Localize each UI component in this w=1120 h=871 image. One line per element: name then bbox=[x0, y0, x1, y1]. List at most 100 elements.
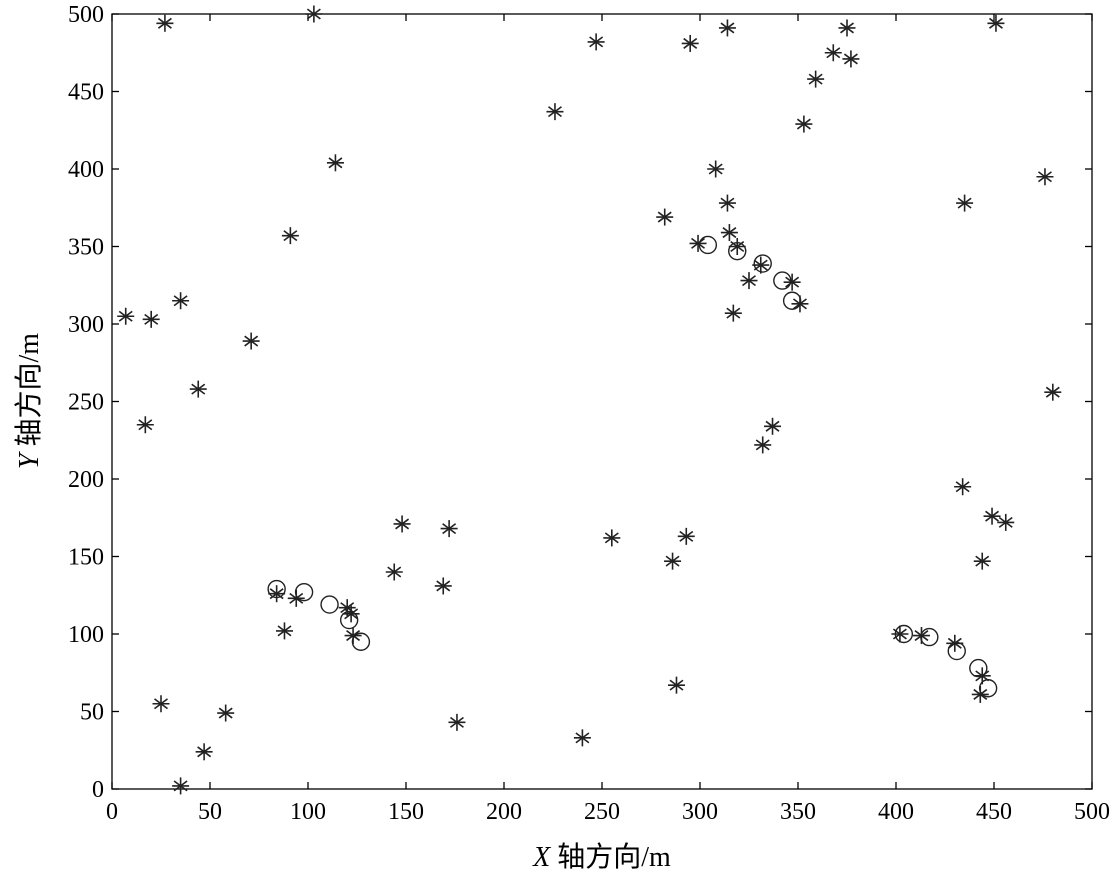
asterisk-point bbox=[724, 304, 742, 322]
circle-point bbox=[728, 241, 747, 261]
circle-point bbox=[351, 632, 371, 651]
circle-point bbox=[320, 595, 339, 614]
asterisk-point bbox=[764, 417, 782, 435]
y-axis-label-text: 轴方向/m bbox=[13, 333, 45, 454]
asterisk-point bbox=[268, 585, 286, 603]
circle-point bbox=[947, 641, 966, 661]
asterisk-point bbox=[305, 5, 323, 23]
y-tick-label: 400 bbox=[68, 157, 104, 183]
x-tick-label: 200 bbox=[486, 799, 522, 825]
asterisk-point bbox=[807, 70, 825, 88]
asterisk-point bbox=[677, 527, 695, 545]
asterisk-point bbox=[754, 436, 772, 454]
asterisk-point bbox=[891, 625, 909, 643]
asterisk-point bbox=[142, 310, 160, 328]
asterisk-point bbox=[783, 273, 801, 291]
y-axis-label: Y 轴方向/m bbox=[13, 333, 45, 469]
x-tick-label: 50 bbox=[198, 799, 222, 825]
y-tick-label: 0 bbox=[92, 777, 104, 803]
asterisk-point bbox=[326, 154, 344, 172]
x-axis-label-text: 轴方向/m bbox=[550, 841, 671, 871]
axis-ticks: 0 50 100 150 200 250 300 350 400 450 500 0 50 100 150 2… bbox=[68, 2, 1110, 825]
asterisk-point bbox=[707, 160, 725, 178]
asterisk-point bbox=[983, 507, 1001, 525]
circle-point bbox=[920, 627, 939, 647]
y-tick-label: 50 bbox=[80, 700, 104, 726]
asterisk-point bbox=[987, 14, 1005, 32]
y-tick-label: 350 bbox=[68, 235, 104, 261]
x-tick-label: 350 bbox=[780, 799, 816, 825]
asterisk-point bbox=[954, 478, 972, 496]
circle-point bbox=[267, 579, 286, 599]
plot-frame bbox=[111, 13, 1093, 790]
x-tick-label: 300 bbox=[682, 799, 718, 825]
asterisk-point bbox=[718, 19, 736, 37]
y-tick-label: 150 bbox=[68, 545, 104, 571]
x-tick-label: 450 bbox=[976, 799, 1012, 825]
asterisk-point bbox=[689, 234, 707, 252]
asterisk-point bbox=[824, 44, 842, 62]
asterisk-point bbox=[546, 103, 564, 121]
asterisk-point bbox=[393, 515, 411, 533]
asterisk-point bbox=[720, 224, 738, 242]
asterisk-point bbox=[275, 622, 293, 640]
asterisk-point bbox=[117, 307, 135, 325]
asterisk-point bbox=[740, 272, 758, 290]
plot-area bbox=[111, 13, 1093, 790]
x-tick-label: 0 bbox=[106, 799, 118, 825]
asterisk-point bbox=[189, 380, 207, 398]
asterisk-point bbox=[838, 19, 856, 37]
asterisk-point bbox=[681, 34, 699, 52]
circle-point bbox=[698, 235, 718, 255]
asterisk-point bbox=[718, 194, 736, 212]
asterisk-point bbox=[242, 332, 260, 350]
asterisk-point bbox=[152, 695, 170, 713]
asterisk-point bbox=[587, 33, 605, 51]
asterisk-point bbox=[434, 577, 452, 595]
x-tick-label: 150 bbox=[388, 799, 424, 825]
asterisk-point bbox=[664, 552, 682, 570]
x-axis-label: X 轴方向/m bbox=[532, 841, 671, 871]
y-tick-label: 100 bbox=[68, 622, 104, 648]
asterisk-point bbox=[172, 777, 190, 795]
y-tick-label: 300 bbox=[68, 312, 104, 338]
y-axis-variable: Y bbox=[14, 450, 45, 469]
asterisk-point bbox=[667, 676, 685, 694]
asterisk-point bbox=[448, 713, 466, 731]
data-points bbox=[117, 5, 1062, 795]
circle-point bbox=[969, 658, 988, 678]
asterisk-point bbox=[217, 704, 235, 722]
asterisk-point bbox=[656, 208, 674, 226]
asterisk-point bbox=[603, 529, 621, 547]
asterisk-point bbox=[1044, 383, 1062, 401]
circle-point bbox=[894, 624, 914, 644]
x-tick-label: 400 bbox=[878, 799, 914, 825]
asterisk-point bbox=[172, 292, 190, 310]
asterisk-point bbox=[973, 552, 991, 570]
x-axis-variable: X bbox=[532, 842, 551, 871]
x-tick-label: 100 bbox=[290, 799, 326, 825]
asterisk-point bbox=[440, 520, 458, 538]
y-tick-label: 250 bbox=[68, 390, 104, 416]
y-tick-label: 450 bbox=[68, 80, 104, 106]
x-tick-label: 500 bbox=[1074, 799, 1110, 825]
asterisk-point bbox=[195, 743, 213, 761]
asterisk-point bbox=[573, 729, 591, 747]
asterisk-point bbox=[156, 14, 174, 32]
asterisk-point bbox=[385, 563, 403, 581]
circle-point bbox=[978, 679, 998, 698]
asterisk-point bbox=[728, 238, 746, 255]
y-tick-label: 500 bbox=[68, 2, 104, 28]
asterisk-point bbox=[997, 513, 1015, 531]
y-tick-label: 200 bbox=[68, 467, 104, 493]
asterisk-point bbox=[842, 50, 860, 68]
asterisk-point bbox=[342, 605, 360, 623]
asterisk-point bbox=[1036, 168, 1054, 186]
circle-point bbox=[339, 610, 359, 630]
asterisk-point bbox=[136, 416, 154, 434]
asterisk-point bbox=[795, 115, 813, 133]
circle-point bbox=[782, 291, 802, 310]
circle-point bbox=[753, 254, 772, 273]
circle-point bbox=[294, 582, 314, 602]
